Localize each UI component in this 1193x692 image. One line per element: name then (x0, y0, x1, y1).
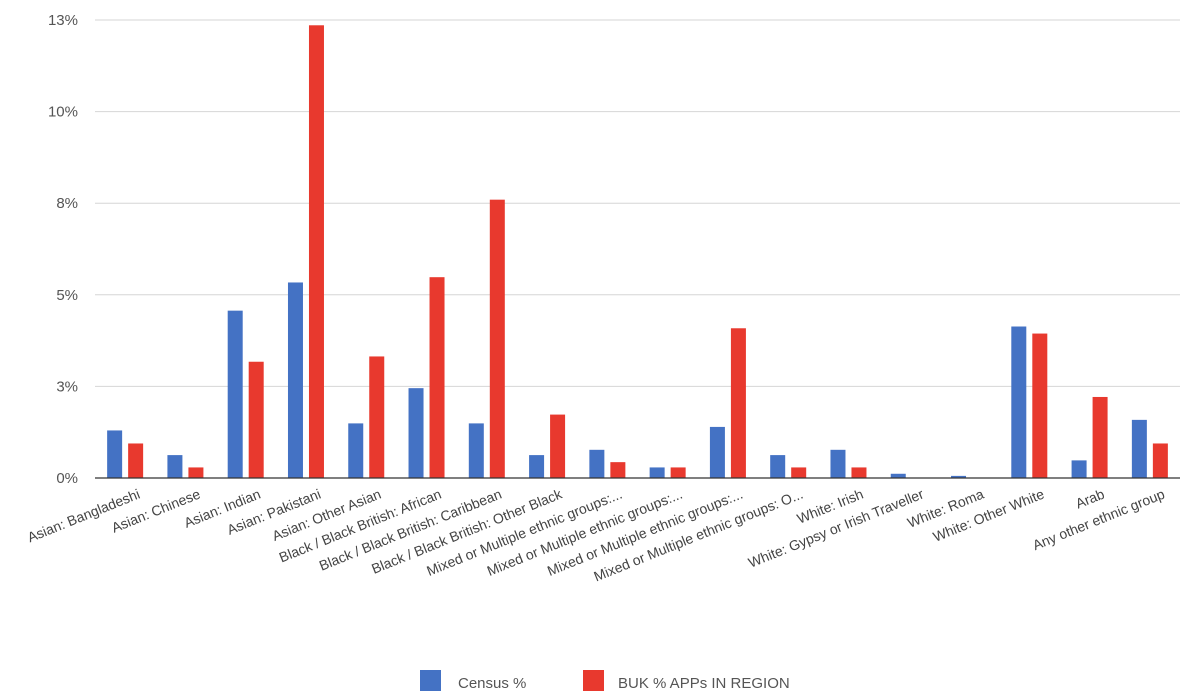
bar-buk-apps[interactable] (248, 361, 264, 478)
legend-swatch-census (420, 670, 441, 691)
y-tick-label: 13% (48, 12, 78, 29)
bar-buk-apps[interactable] (610, 462, 626, 478)
bar-buk-apps[interactable] (369, 356, 385, 478)
bar-buk-apps[interactable] (730, 328, 746, 478)
x-category-label: Arab (1073, 486, 1107, 512)
bar-census[interactable] (167, 455, 183, 478)
bar-census[interactable] (529, 455, 545, 478)
legend-swatch-buk-apps (583, 670, 604, 691)
bar-buk-apps[interactable] (670, 467, 686, 478)
legend-label-census: Census % (458, 675, 526, 692)
bar-census[interactable] (649, 467, 665, 478)
bars (107, 25, 1168, 479)
y-tick-label: 10% (48, 104, 78, 121)
bar-census[interactable] (468, 423, 484, 478)
legend-label-buk-apps: BUK % APPs IN REGION (618, 675, 790, 692)
y-tick-label: 3% (56, 378, 78, 395)
bar-buk-apps[interactable] (188, 467, 204, 478)
bar-census[interactable] (348, 423, 364, 478)
legend-item-buk-apps[interactable]: BUK % APPs IN REGION (583, 670, 790, 692)
bar-buk-apps[interactable] (128, 443, 144, 478)
bar-census[interactable] (709, 426, 725, 478)
bar-census[interactable] (589, 449, 605, 478)
bar-buk-apps[interactable] (489, 199, 505, 478)
gridlines (95, 19, 1180, 387)
y-tick-label: 0% (56, 470, 78, 487)
bar-buk-apps[interactable] (1032, 333, 1048, 478)
bar-census[interactable] (951, 475, 967, 478)
bar-buk-apps[interactable] (1092, 396, 1108, 478)
legend: Census % BUK % APPs IN REGION (420, 670, 790, 692)
y-tick-label: 8% (56, 195, 78, 212)
bar-census[interactable] (1071, 460, 1087, 478)
bar-buk-apps[interactable] (1152, 443, 1168, 478)
bar-buk-apps[interactable] (308, 25, 324, 479)
bar-census[interactable] (1131, 419, 1147, 478)
bar-census[interactable] (287, 282, 303, 478)
y-axis-ticks: 0% 3% 5% 8% 10% 13% (48, 12, 78, 487)
bar-census[interactable] (107, 430, 123, 478)
bar-census[interactable] (830, 449, 846, 478)
legend-item-census[interactable]: Census % (420, 670, 526, 692)
bar-buk-apps[interactable] (791, 467, 807, 478)
bar-census[interactable] (1011, 326, 1027, 478)
bar-buk-apps[interactable] (550, 414, 566, 478)
bar-census[interactable] (890, 473, 906, 478)
bar-census[interactable] (770, 455, 786, 478)
bar-buk-apps[interactable] (851, 467, 867, 478)
bar-census[interactable] (227, 310, 243, 478)
y-tick-label: 5% (56, 287, 78, 304)
bar-buk-apps[interactable] (429, 277, 445, 478)
bar-census[interactable] (408, 388, 424, 478)
